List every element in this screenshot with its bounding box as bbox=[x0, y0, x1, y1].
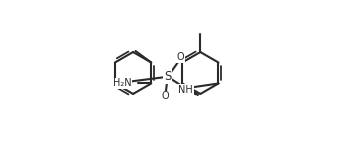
Text: H₂N: H₂N bbox=[113, 79, 132, 88]
Text: S: S bbox=[164, 70, 171, 83]
Text: O: O bbox=[162, 91, 170, 101]
Text: NH: NH bbox=[178, 85, 193, 95]
Text: O: O bbox=[177, 52, 184, 62]
